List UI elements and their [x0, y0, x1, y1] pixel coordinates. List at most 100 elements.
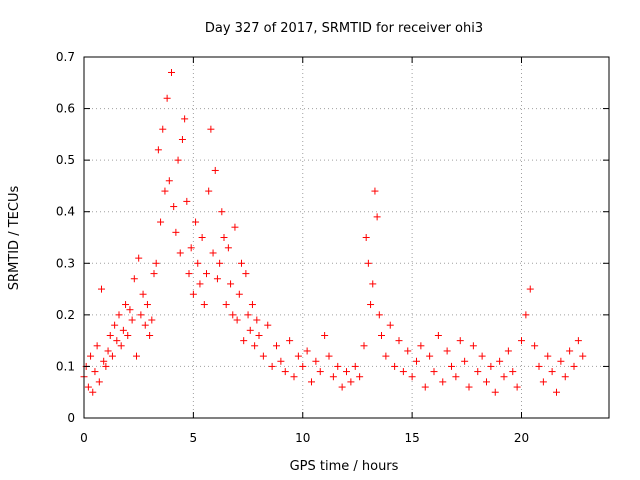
data-point — [106, 331, 114, 339]
y-tick-label: 0.1 — [56, 359, 75, 373]
data-point — [240, 337, 248, 345]
data-point — [181, 115, 189, 123]
data-point — [557, 357, 565, 365]
data-point — [227, 280, 235, 288]
data-point — [165, 177, 173, 185]
data-point — [141, 321, 149, 329]
data-point — [421, 383, 429, 391]
data-point — [253, 316, 261, 324]
data-point — [211, 166, 219, 174]
x-tick-label: 20 — [514, 431, 529, 445]
data-point — [404, 347, 412, 355]
data-point — [231, 223, 239, 231]
data-point — [159, 125, 167, 133]
axis-ticks: 0 0.1 0.2 0.3 0.4 0.5 0.6 0.7 0 5 10 15 20 — [56, 50, 609, 445]
data-point — [500, 373, 508, 381]
data-point — [137, 311, 145, 319]
x-tick-label: 10 — [295, 431, 310, 445]
data-point — [426, 352, 434, 360]
data-point — [321, 331, 329, 339]
data-point — [570, 362, 578, 370]
data-point — [518, 337, 525, 345]
data-point — [347, 378, 355, 386]
x-tick-label: 0 — [80, 431, 88, 445]
data-point — [375, 311, 383, 319]
data-point — [218, 208, 226, 216]
y-tick-label: 0 — [67, 411, 75, 425]
x-tick-label: 15 — [404, 431, 419, 445]
data-point — [531, 342, 539, 350]
data-point — [566, 347, 574, 355]
data-point — [122, 301, 130, 309]
data-point — [338, 383, 346, 391]
data-point — [157, 218, 165, 226]
data-point — [351, 362, 359, 370]
data-point — [273, 342, 280, 350]
data-point — [430, 368, 438, 376]
data-point — [220, 234, 228, 241]
data-point — [434, 331, 442, 339]
data-point — [238, 259, 245, 267]
data-point — [126, 306, 134, 314]
data-point — [235, 290, 243, 298]
data-point — [152, 259, 160, 267]
data-point — [128, 316, 136, 324]
data-point — [222, 301, 230, 309]
y-axis-title: SRMTID / TECUs — [7, 186, 22, 291]
data-point — [382, 352, 390, 360]
plot-frame — [83, 56, 610, 419]
y-tick-label: 0.7 — [56, 50, 75, 64]
data-point — [413, 357, 420, 365]
data-point — [194, 259, 202, 267]
data-point — [224, 244, 232, 252]
data-point — [360, 342, 368, 350]
data-point — [117, 342, 125, 350]
data-point — [443, 347, 451, 355]
data-point — [87, 352, 95, 360]
data-point — [281, 368, 289, 376]
data-point — [130, 275, 138, 283]
data-point — [544, 352, 552, 360]
data-point — [343, 368, 350, 376]
data-point — [303, 347, 311, 355]
data-point — [213, 275, 221, 283]
data-point — [417, 342, 425, 350]
data-point — [478, 352, 486, 360]
data-point — [172, 228, 180, 236]
data-point — [461, 357, 469, 365]
data-point — [561, 373, 569, 381]
data-point — [168, 68, 175, 76]
data-point — [98, 285, 105, 293]
data-point — [178, 136, 186, 144]
data-point — [185, 270, 193, 278]
data-point — [255, 331, 263, 339]
data-point — [100, 357, 108, 365]
data-point — [150, 270, 158, 278]
x-tick-label: 5 — [190, 431, 198, 445]
data-point — [139, 290, 147, 298]
data-point — [509, 368, 517, 376]
data-point — [469, 342, 477, 350]
data-point — [104, 347, 112, 355]
data-point — [115, 311, 123, 319]
data-points — [80, 68, 587, 396]
data-point — [170, 203, 178, 211]
data-point — [364, 259, 372, 267]
data-point — [334, 362, 342, 370]
grid-lines — [84, 57, 609, 418]
data-point — [356, 373, 364, 381]
y-tick-label: 0.2 — [56, 308, 75, 322]
data-point — [161, 187, 169, 195]
data-point — [496, 357, 504, 365]
data-point — [373, 213, 381, 221]
data-point — [312, 357, 320, 365]
data-point — [308, 378, 315, 386]
data-point — [143, 301, 151, 309]
data-point — [329, 373, 337, 381]
y-tick-label: 0.5 — [56, 153, 75, 167]
data-point — [316, 368, 324, 376]
data-point — [113, 337, 121, 345]
data-point — [378, 331, 385, 339]
data-point — [205, 187, 213, 195]
data-point — [452, 373, 460, 381]
